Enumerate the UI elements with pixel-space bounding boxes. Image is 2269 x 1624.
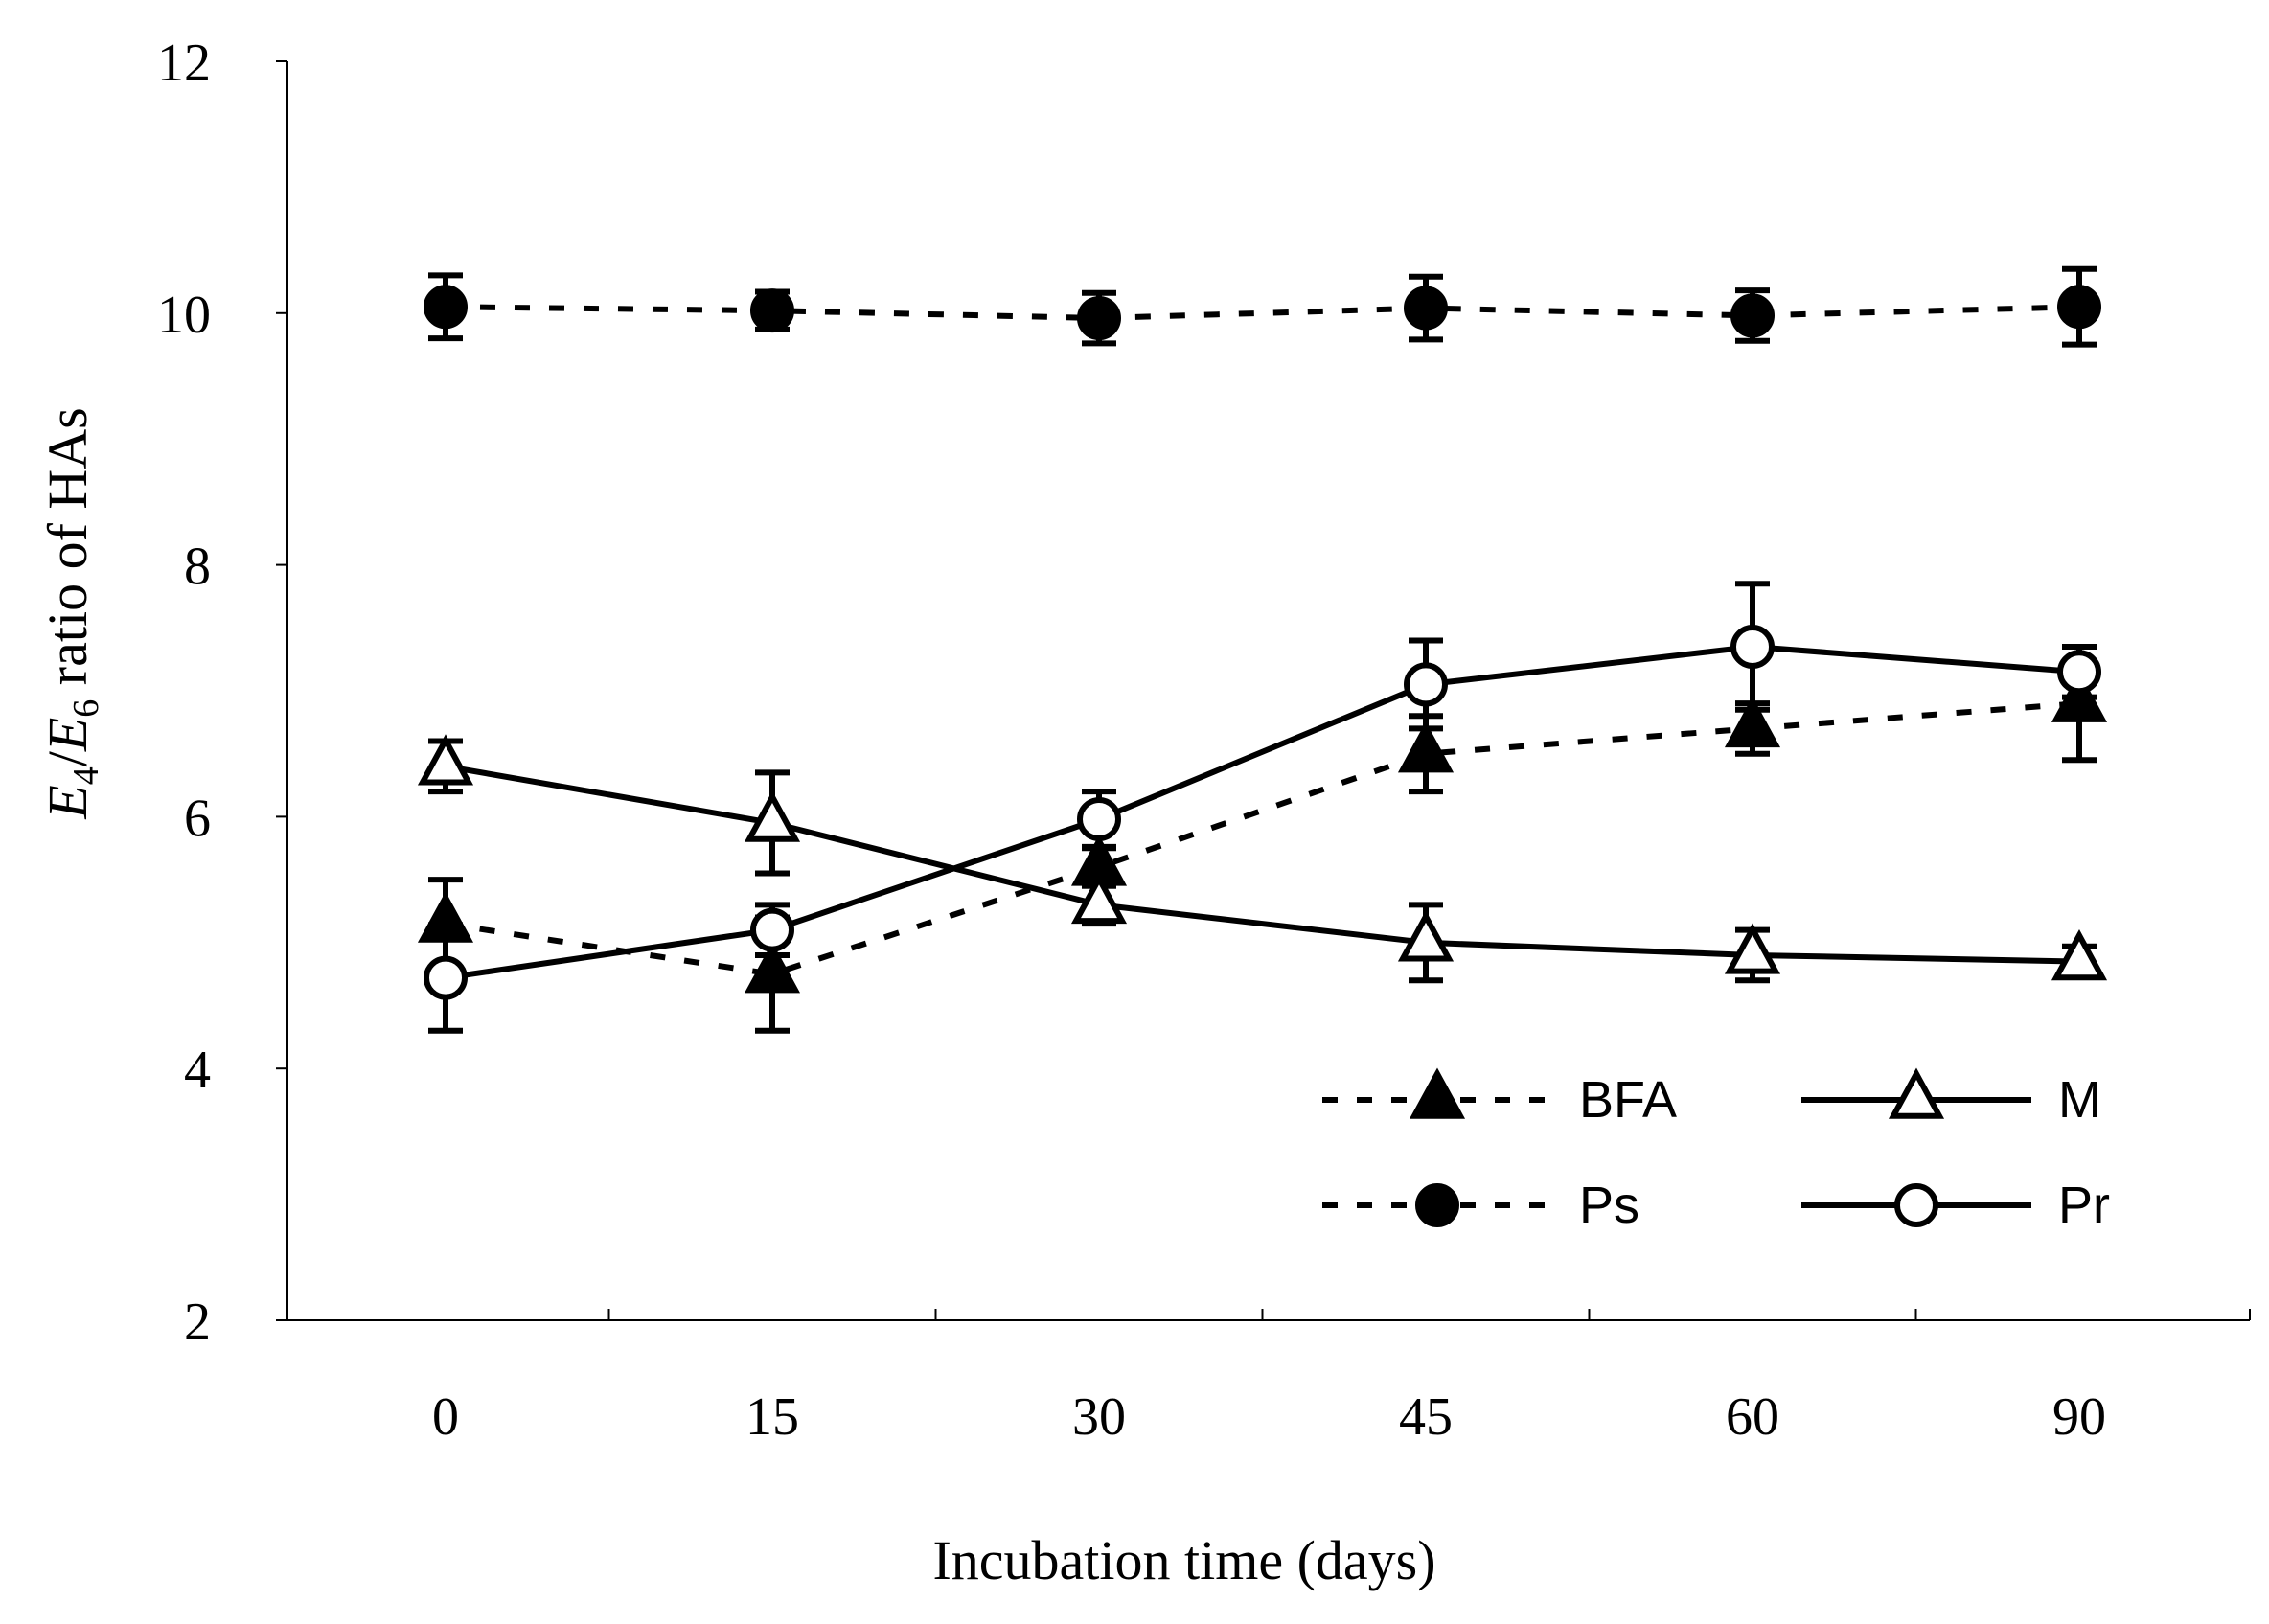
legend-item-m: M	[1801, 1067, 2101, 1129]
legend-label-pr: Pr	[2058, 1177, 2110, 1234]
data-point-m	[2051, 928, 2108, 981]
y-axis-title: E4/E6 ratio of HAs	[36, 407, 106, 819]
data-point-m	[744, 790, 801, 842]
data-point-m	[417, 734, 474, 786]
series-pr	[424, 581, 2101, 1034]
series-line-pr	[445, 643, 2080, 981]
legend-marker-ps	[1415, 1183, 1459, 1227]
data-point-m	[1070, 872, 1128, 925]
legend-label-ps: Ps	[1579, 1177, 1639, 1234]
x-tick-label: 60	[1726, 1387, 1779, 1447]
data-point-pr	[1077, 797, 1121, 842]
series-line-ps	[445, 304, 2080, 322]
data-point-pr	[424, 955, 468, 1000]
legend-label-bfa: BFA	[1579, 1071, 1677, 1129]
y-tick-label: 10	[157, 286, 211, 345]
y-tick-label: 4	[184, 1041, 211, 1100]
y-title-e4: E	[36, 785, 99, 819]
legend-marker-m	[1888, 1067, 1945, 1119]
data-point-bfa	[1724, 696, 1781, 748]
data-point-pr	[1404, 662, 1448, 707]
y-ticks: 2 4 6 8 10 12	[157, 34, 287, 1352]
series-bfa	[417, 644, 2108, 1034]
y-tick-label: 12	[157, 34, 211, 93]
data-point-ps	[1404, 286, 1448, 331]
data-point-bfa	[744, 942, 801, 994]
legend-item-pr: Pr	[1801, 1177, 2110, 1234]
data-point-pr	[2057, 650, 2101, 695]
y-title-rest: ratio of HAs	[36, 407, 99, 698]
x-tick-labels: 0 15 30 45 60 90	[432, 1387, 2106, 1447]
series-m	[417, 734, 2108, 984]
y-title-e6: E	[36, 718, 99, 752]
data-point-pr	[750, 907, 794, 952]
y-tick-label: 2	[184, 1292, 211, 1352]
data-point-pr	[1730, 625, 1775, 670]
series-line-bfa	[445, 700, 2080, 977]
series-line-m	[445, 763, 2080, 965]
data-point-ps	[2057, 285, 2101, 330]
y-tick-label: 6	[184, 789, 211, 848]
x-category-ticks	[607, 1309, 2251, 1320]
series-group	[417, 265, 2108, 1034]
y-title-slash: /	[36, 750, 99, 766]
data-point-ps	[1077, 296, 1121, 341]
legend-marker-bfa	[1409, 1067, 1466, 1119]
x-tick-label: 0	[432, 1387, 459, 1447]
legend-label-m: M	[2058, 1071, 2101, 1129]
y-title-e6-sub: 6	[66, 699, 106, 718]
y-title-e4-sub: 4	[66, 766, 106, 785]
x-tick-label: 90	[2052, 1387, 2106, 1447]
legend-marker-pr	[1894, 1183, 1938, 1227]
x-axis-title: Incubation time (days)	[932, 1529, 1435, 1591]
data-point-ps	[424, 285, 468, 330]
legend-item-ps: Ps	[1322, 1177, 1639, 1234]
x-tick-label: 45	[1399, 1387, 1453, 1447]
data-point-ps	[750, 288, 794, 333]
x-tick-label: 15	[745, 1387, 799, 1447]
data-point-ps	[1730, 293, 1775, 338]
legend: BFA M Ps Pr	[1322, 1067, 2110, 1234]
data-point-m	[1397, 910, 1455, 962]
data-point-bfa	[1397, 721, 1455, 773]
x-tick-label: 30	[1072, 1387, 1126, 1447]
y-tick-label: 8	[184, 538, 211, 597]
legend-item-bfa: BFA	[1322, 1067, 1677, 1129]
series-ps	[424, 265, 2101, 348]
data-point-m	[1724, 923, 1781, 974]
